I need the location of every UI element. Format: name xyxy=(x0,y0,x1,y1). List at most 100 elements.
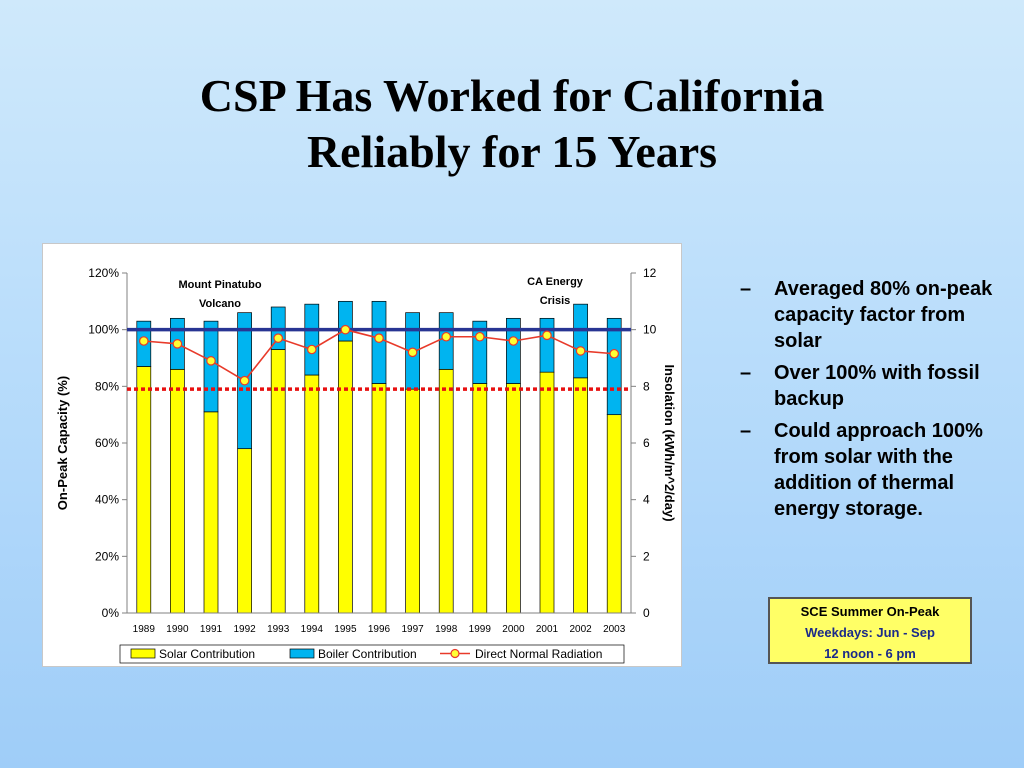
radiation-marker xyxy=(239,375,250,386)
radiation-marker xyxy=(542,330,552,341)
solar-bar xyxy=(170,368,185,614)
sce-box-hours: 12 noon - 6 pm xyxy=(824,646,916,661)
x-tick-label: 2002 xyxy=(569,624,592,635)
x-tick-label: 1991 xyxy=(200,624,223,635)
annotation-energy-crisis-line2: Crisis xyxy=(540,295,571,307)
radiation-marker xyxy=(306,344,317,355)
bullet-item: – Could approach 100% from solar with the… xyxy=(740,418,1010,522)
legend-frame xyxy=(119,644,625,664)
left-axis-ticks: 0% 20% 40% 60% 80% 100% 120% xyxy=(88,266,127,620)
legend-radiation-label: Direct Normal Radiation xyxy=(475,647,602,661)
legend-boiler-swatch xyxy=(289,648,315,659)
solar-bar xyxy=(237,448,252,614)
radiation-series xyxy=(139,324,619,386)
radiation-marker xyxy=(206,356,216,366)
boiler-bar xyxy=(203,320,219,413)
boiler-bar xyxy=(606,317,622,416)
radiation-marker xyxy=(374,333,384,343)
right-tick-label: 2 xyxy=(643,549,650,563)
bullet-text: Averaged 80% on-peak capacity factor fro… xyxy=(774,278,993,352)
right-tick-label: 6 xyxy=(643,436,650,450)
radiation-marker xyxy=(609,348,619,359)
bullet-item: – Over 100% with fossil backup xyxy=(740,360,1010,412)
legend-solar-label: Solar Contribution xyxy=(159,647,255,661)
legend-radiation-marker xyxy=(450,648,460,659)
x-tick-label: 2001 xyxy=(536,624,559,635)
x-tick-label: 1992 xyxy=(233,624,256,635)
bullet-dash: – xyxy=(740,420,752,442)
left-tick-label: 40% xyxy=(95,493,119,507)
sce-peak-box: SCE Summer On-Peak Weekdays: Jun - Sep 1… xyxy=(768,597,972,664)
right-tick-label: 12 xyxy=(643,266,657,280)
bars xyxy=(136,300,622,614)
radiation-marker xyxy=(474,331,485,342)
solar-bar xyxy=(203,411,219,614)
x-tick-label: 1995 xyxy=(334,624,357,635)
radiation-marker xyxy=(273,333,283,343)
boiler-bar xyxy=(539,317,555,373)
radiation-marker xyxy=(575,346,586,356)
annotation-pinatubo-line2: Volcano xyxy=(199,298,241,310)
bullet-text: Could approach 100% from solar with the … xyxy=(774,420,983,520)
left-tick-label: 0% xyxy=(102,606,120,620)
x-tick-label: 1997 xyxy=(401,624,424,635)
x-tick-label: 1994 xyxy=(301,624,324,635)
solar-bar xyxy=(506,383,521,614)
sce-box-title: SCE Summer On-Peak xyxy=(800,604,940,619)
boiler-bar xyxy=(338,300,353,342)
slide-title-line2: Reliably for 15 Years xyxy=(306,126,718,177)
solar-bar xyxy=(573,377,588,614)
x-tick-label: 1989 xyxy=(133,624,156,635)
solar-bar xyxy=(338,340,353,614)
right-tick-label: 0 xyxy=(643,606,650,620)
solar-bar xyxy=(405,388,420,614)
chart-legend: Solar Contribution Boiler Contribution D… xyxy=(119,644,625,664)
radiation-marker xyxy=(407,347,418,358)
radiation-marker xyxy=(139,336,149,346)
legend-solar-swatch xyxy=(130,648,156,659)
annotation-pinatubo-line1: Mount Pinatubo xyxy=(178,279,261,291)
bullet-dash: – xyxy=(740,278,752,300)
right-axis-ticks: 0 2 4 6 8 10 12 xyxy=(631,266,657,620)
solar-bar xyxy=(438,368,454,614)
bullet-item: – Averaged 80% on-peak capacity factor fr… xyxy=(740,276,1010,354)
solar-bar xyxy=(539,371,555,614)
chart-panel: 0% 20% 40% 60% 80% 100% 120% 0 2 4 6 8 10 12 1989 199… xyxy=(42,243,682,667)
bullet-list: – Averaged 80% on-peak capacity factor fr… xyxy=(740,276,1010,528)
slide-title: CSP Has Worked for California Reliably f… xyxy=(0,68,1024,180)
solar-bar xyxy=(304,374,320,614)
solar-bar xyxy=(606,414,622,614)
capacity-chart: 0% 20% 40% 60% 80% 100% 120% 0 2 4 6 8 10 12 1989 199… xyxy=(55,266,677,664)
left-tick-label: 60% xyxy=(95,436,119,450)
boiler-bar xyxy=(573,303,588,379)
right-tick-label: 10 xyxy=(643,323,657,337)
solar-bar xyxy=(472,383,488,614)
right-tick-label: 4 xyxy=(643,493,650,507)
radiation-marker xyxy=(172,339,183,349)
sce-box-days: Weekdays: Jun - Sep xyxy=(805,625,935,640)
boiler-bar xyxy=(506,317,521,384)
x-tick-label: 2000 xyxy=(502,624,525,635)
radiation-marker xyxy=(441,331,451,342)
radiation-marker xyxy=(340,324,351,335)
boiler-bar xyxy=(304,303,320,376)
x-axis-ticks: 1989 1990 1991 1992 1993 1994 1995 1996 1997 1998… xyxy=(133,624,626,635)
x-tick-label: 1998 xyxy=(435,624,458,635)
solar-bar xyxy=(371,383,387,614)
radiation-marker xyxy=(508,336,519,346)
left-tick-label: 100% xyxy=(88,323,119,337)
x-tick-label: 1999 xyxy=(469,624,492,635)
bullet-text: Over 100% with fossil backup xyxy=(774,362,980,410)
left-tick-label: 80% xyxy=(95,379,119,393)
right-tick-label: 8 xyxy=(643,379,650,393)
x-tick-label: 1990 xyxy=(166,624,189,635)
right-axis-label: Insolation (kWh/m^2/day) xyxy=(662,364,677,521)
solar-bar xyxy=(136,366,152,614)
left-axis-label: On-Peak Capacity (%) xyxy=(55,376,70,510)
bullet-dash: – xyxy=(740,362,752,384)
legend-boiler-label: Boiler Contribution xyxy=(318,647,417,661)
x-tick-label: 2003 xyxy=(603,624,626,635)
slide-title-line1: CSP Has Worked for California xyxy=(199,70,825,121)
left-tick-label: 120% xyxy=(88,266,119,280)
annotation-energy-crisis-line1: CA Energy xyxy=(527,276,584,288)
